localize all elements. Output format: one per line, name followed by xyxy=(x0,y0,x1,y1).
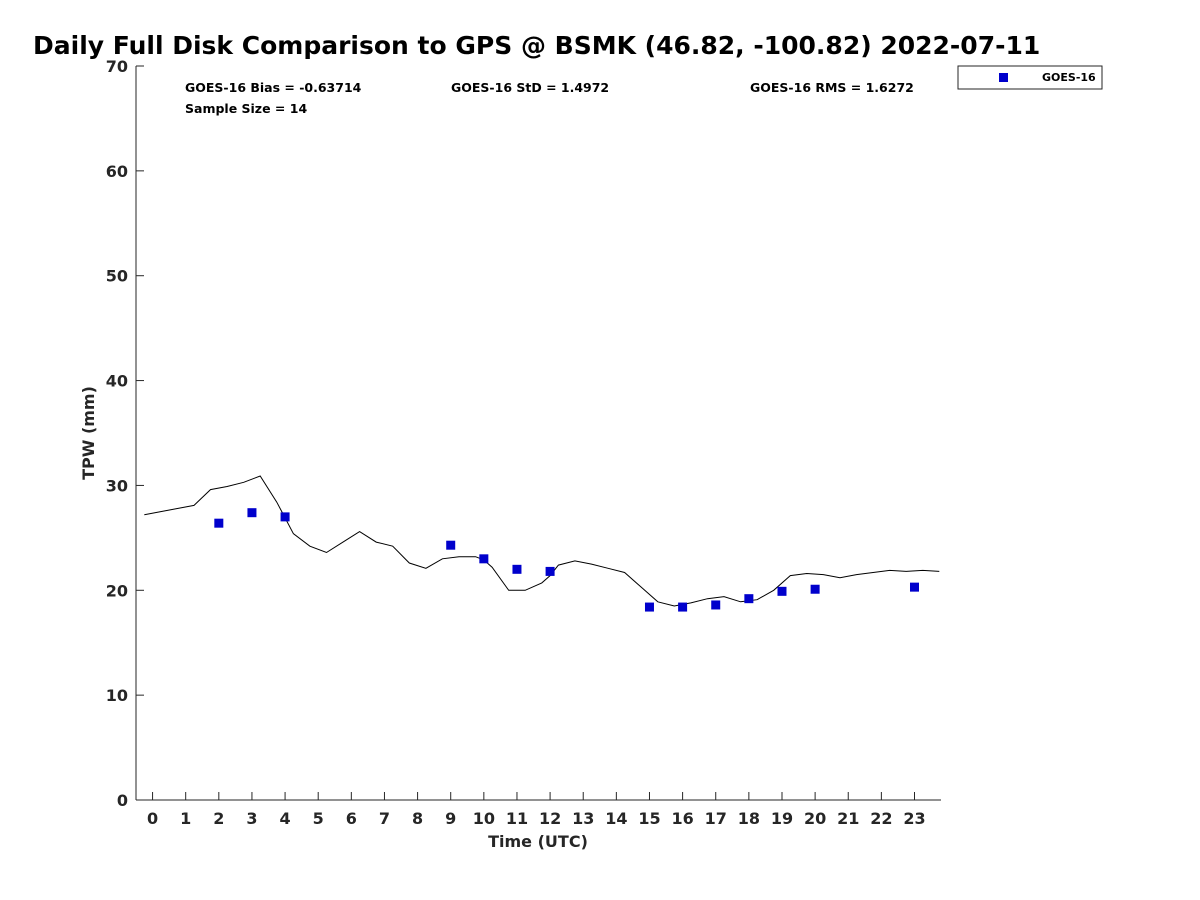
y-tick-label-40: 40 xyxy=(106,372,128,391)
x-tick-label-8: 8 xyxy=(412,809,423,828)
goes16-point-2 xyxy=(214,518,224,528)
x-tick-label-9: 9 xyxy=(445,809,456,828)
gps-line-series xyxy=(144,475,940,607)
goes16-point-12 xyxy=(545,566,555,576)
x-tick-label-18: 18 xyxy=(738,809,760,828)
x-tick-label-14: 14 xyxy=(605,809,627,828)
x-tick-label-22: 22 xyxy=(870,809,892,828)
rms-stat: GOES-16 RMS = 1.6272 xyxy=(750,80,914,95)
x-tick-label-21: 21 xyxy=(837,809,859,828)
gps-line xyxy=(144,475,940,607)
x-tick-label-20: 20 xyxy=(804,809,826,828)
x-tick-label-1: 1 xyxy=(180,809,191,828)
x-tick-label-3: 3 xyxy=(246,809,257,828)
y-tick-label-60: 60 xyxy=(106,162,128,181)
y-ticks: 0 10 20 30 40 50 60 70 xyxy=(106,57,144,810)
x-tick-label-0: 0 xyxy=(147,809,158,828)
x-ticks: 0 1 2 3 4 5 6 7 8 9 10 11 12 13 14 15 16 17 18 19 20 21 22 23 xyxy=(147,792,926,828)
x-tick-label-19: 19 xyxy=(771,809,793,828)
goes16-series xyxy=(214,508,919,612)
goes16-point-4 xyxy=(280,512,290,522)
legend: GOES-16 xyxy=(957,65,1103,90)
y-tick-label-10: 10 xyxy=(106,686,128,705)
x-tick-label-11: 11 xyxy=(506,809,528,828)
legend-box xyxy=(957,65,1103,90)
goes16-point-11 xyxy=(512,564,522,574)
x-tick-label-12: 12 xyxy=(539,809,561,828)
legend-label-goes16: GOES-16 xyxy=(1042,71,1096,84)
axes xyxy=(135,66,941,801)
y-tick-label-30: 30 xyxy=(106,476,128,495)
goes16-point-19 xyxy=(777,586,787,596)
goes16-point-10 xyxy=(479,554,489,564)
x-tick-label-15: 15 xyxy=(638,809,660,828)
y-tick-label-50: 50 xyxy=(106,267,128,286)
goes16-point-3 xyxy=(247,508,257,518)
goes16-point-18 xyxy=(744,594,754,604)
x-tick-label-5: 5 xyxy=(313,809,324,828)
chart-title: Daily Full Disk Comparison to GPS @ BSMK… xyxy=(33,31,1040,60)
x-tick-label-17: 17 xyxy=(705,809,727,828)
goes16-point-15 xyxy=(644,602,654,612)
y-tick-label-20: 20 xyxy=(106,581,128,600)
goes16-point-16 xyxy=(678,602,688,612)
bias-stat: GOES-16 Bias = -0.63714 xyxy=(185,80,362,95)
goes16-point-20 xyxy=(810,584,820,594)
y-tick-label-0: 0 xyxy=(117,791,128,810)
x-axis-label: Time (UTC) xyxy=(488,832,588,851)
sample-size-stat: Sample Size = 14 xyxy=(185,101,307,116)
x-tick-label-4: 4 xyxy=(280,809,291,828)
goes16-point-17 xyxy=(711,600,721,610)
goes16-point-23 xyxy=(909,582,919,592)
goes16-point-9 xyxy=(446,540,456,550)
x-tick-label-10: 10 xyxy=(473,809,495,828)
std-stat: GOES-16 StD = 1.4972 xyxy=(451,80,609,95)
x-tick-label-13: 13 xyxy=(572,809,594,828)
x-tick-label-7: 7 xyxy=(379,809,390,828)
x-tick-label-6: 6 xyxy=(346,809,357,828)
y-tick-label-70: 70 xyxy=(106,57,128,76)
x-tick-label-2: 2 xyxy=(213,809,224,828)
x-tick-label-23: 23 xyxy=(903,809,925,828)
legend-marker-goes16 xyxy=(999,73,1008,82)
y-axis-label: TPW (mm) xyxy=(79,386,98,480)
x-tick-label-16: 16 xyxy=(671,809,693,828)
